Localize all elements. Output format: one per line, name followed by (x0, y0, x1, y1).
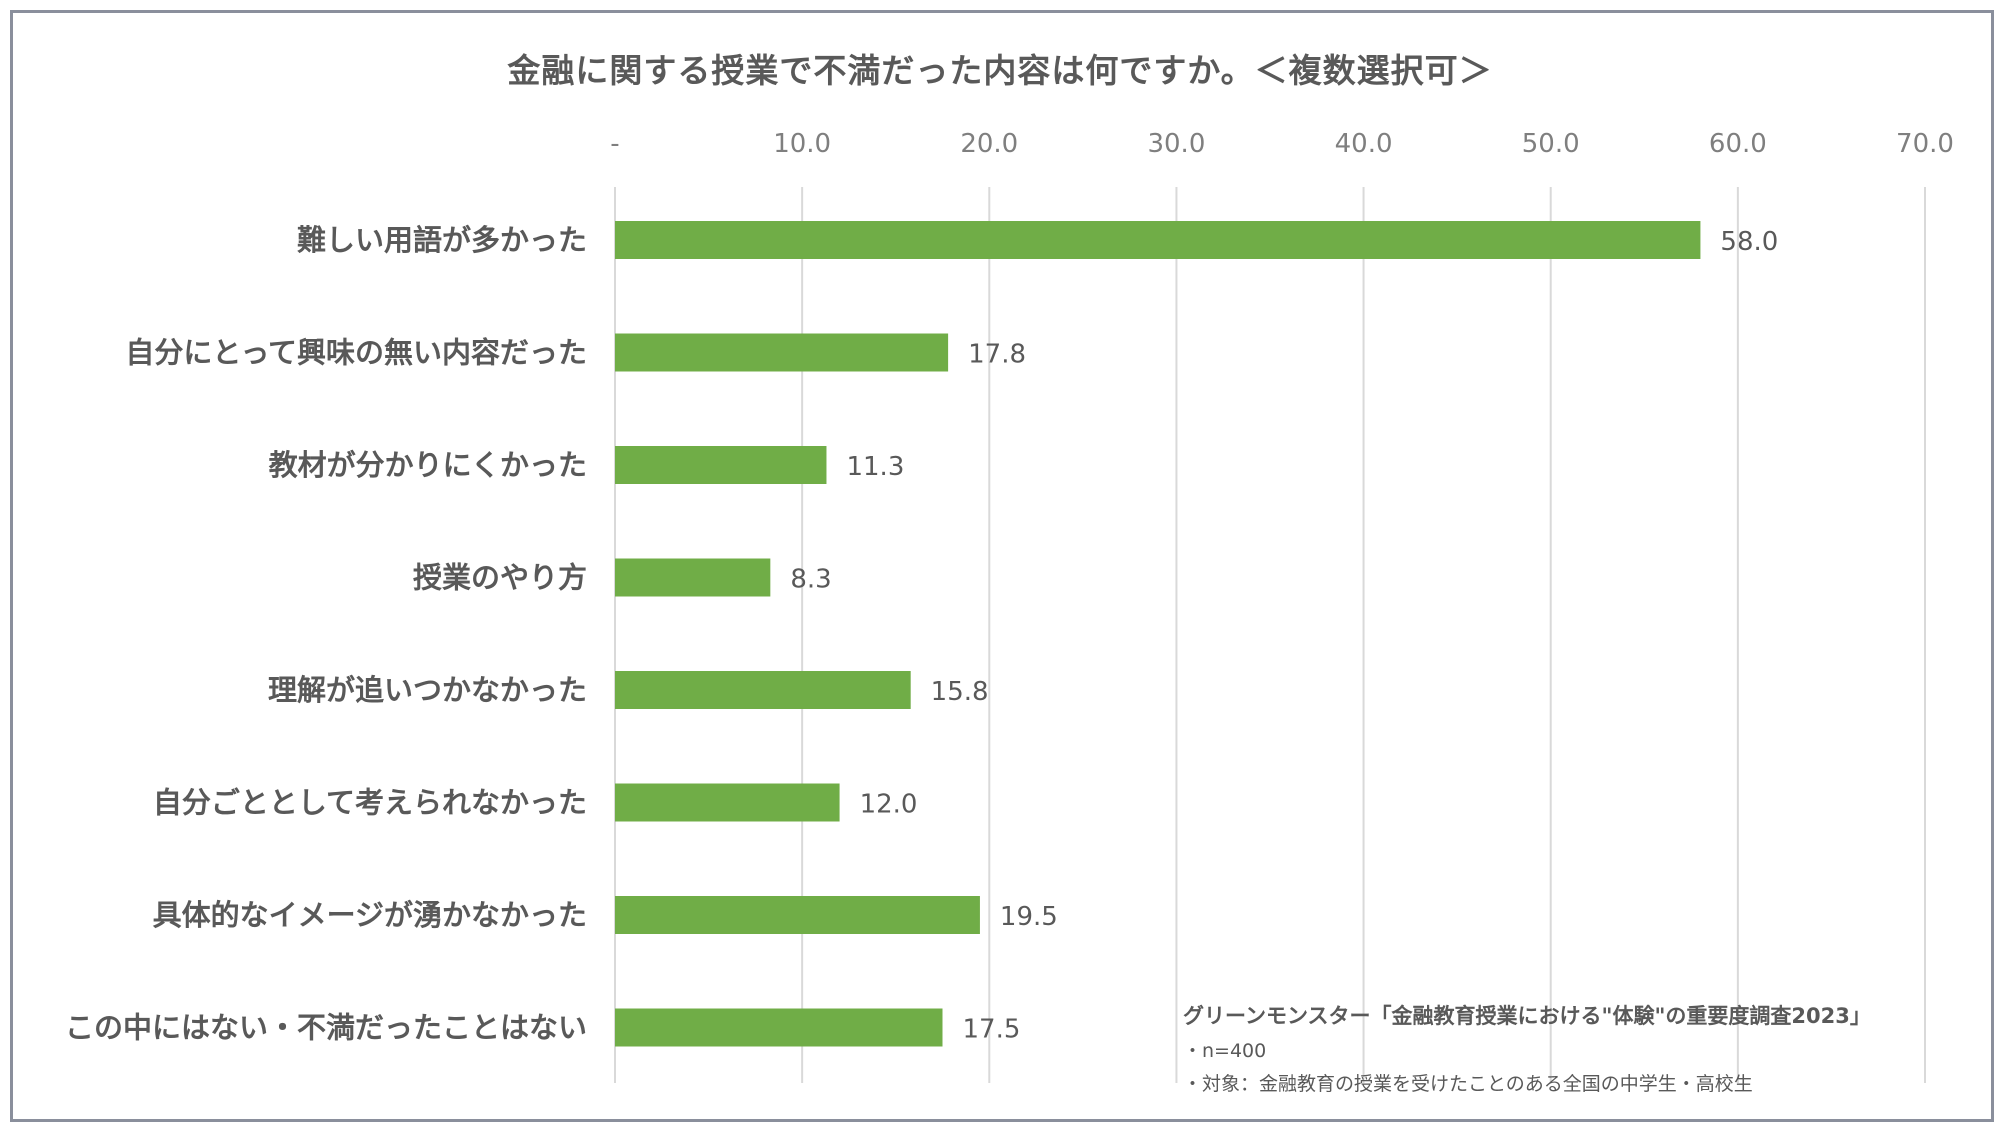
data-label: 12.0 (860, 790, 918, 820)
x-tick-label: 40.0 (1335, 129, 1393, 159)
data-label: 19.5 (1000, 902, 1058, 932)
category-label: 教材が分かりにくかった (269, 448, 587, 482)
category-label: 授業のやり方 (413, 561, 587, 595)
bar (615, 896, 980, 934)
bar (615, 221, 1701, 259)
chart-title: 金融に関する授業で不満だった内容は何ですか。＜複数選択可＞ (507, 51, 1493, 90)
bar (615, 446, 827, 484)
category-label: 理解が追いつかなかった (268, 673, 587, 707)
x-tick-label: 50.0 (1522, 129, 1580, 159)
bar (615, 671, 911, 709)
source-block: グリーンモンスター「金融教育授業における"体験"の重要度調査2023」 ・n=4… (1183, 1000, 1871, 1096)
category-label: 自分ごととして考えられなかった (153, 786, 587, 820)
x-tick-label: 30.0 (1147, 129, 1205, 159)
source-text: グリーンモンスター「金融教育授業における"体験"の重要度調査2023」 (1183, 1004, 1871, 1028)
data-label: 17.5 (963, 1015, 1021, 1045)
target-note: ・対象：金融教育の授業を受けたことのある全国の中学生・高校生 (1183, 1073, 1753, 1095)
x-tick-label: - (610, 129, 619, 159)
data-label: 11.3 (846, 452, 904, 482)
data-label: 15.8 (931, 677, 989, 707)
sample-size-note: ・n=400 (1183, 1040, 1267, 1062)
x-tick-label: 20.0 (960, 129, 1018, 159)
bar (615, 333, 949, 372)
bar (615, 1008, 943, 1047)
data-label: 58.0 (1720, 227, 1778, 257)
x-tick-label: 10.0 (773, 129, 831, 159)
category-label: この中にはない・不満だったことはない (65, 1011, 587, 1045)
category-label: 具体的なイメージが湧かなかった (153, 898, 587, 932)
bar (615, 783, 840, 822)
bar (615, 558, 771, 597)
data-label: 8.3 (790, 565, 831, 595)
category-label: 自分にとって興味の無い内容だった (125, 336, 587, 370)
x-tick-label: 60.0 (1709, 129, 1767, 159)
category-label: 難しい用語が多かった (297, 223, 587, 257)
x-tick-label: 70.0 (1896, 129, 1954, 159)
data-label: 17.8 (968, 340, 1026, 370)
chart-frame (10, 10, 1994, 1122)
